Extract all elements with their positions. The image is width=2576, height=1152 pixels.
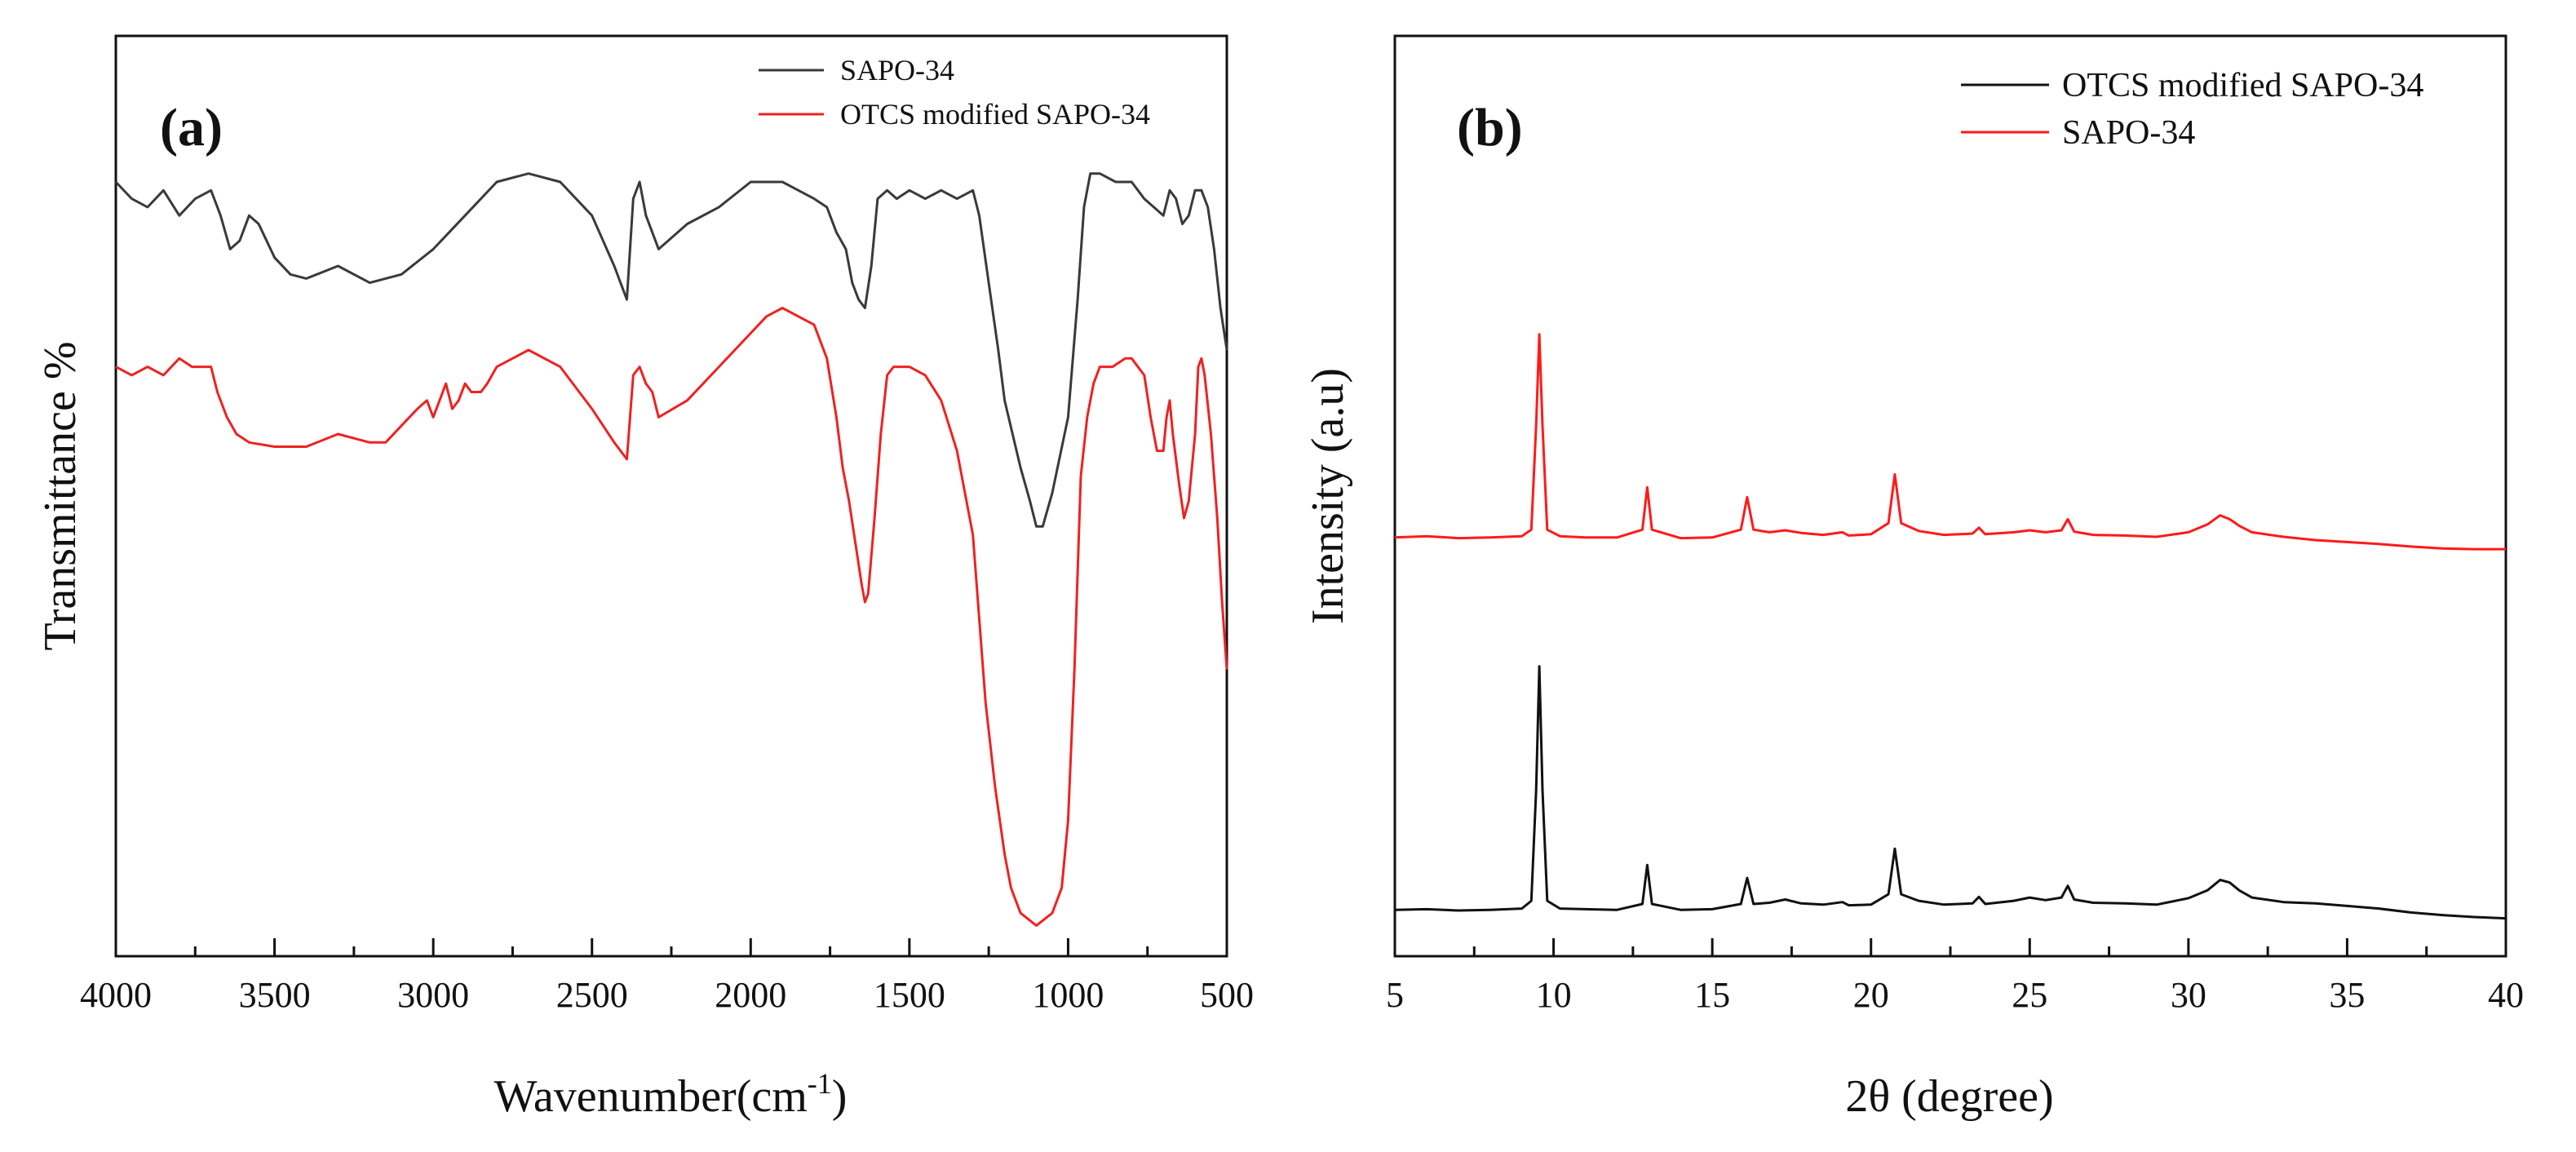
x-tick-label: 500 [1200, 975, 1254, 1015]
x-tick-label: 1500 [874, 975, 945, 1015]
panel-b-legend: OTCS modified SAPO-34 SAPO-34 [1961, 67, 2423, 152]
x-tick-label: 4000 [80, 975, 152, 1015]
panel-a-legend: SAPO-34 OTCS modified SAPO-34 [759, 54, 1150, 131]
x-tick-label: 5 [1386, 975, 1404, 1015]
panel-a-x-ticks [114, 938, 1228, 956]
x-tick-label: 20 [1853, 975, 1889, 1015]
panel-a-y-axis-label: Transmittance % [35, 342, 86, 651]
x-tick-label: 40 [2488, 975, 2524, 1015]
panel-b-x-tick-labels: 5 10 15 20 25 30 35 40 [1386, 975, 2524, 1015]
panel-b-x-ticks [1393, 938, 2507, 956]
x-tick-label: 10 [1536, 975, 1572, 1015]
panel-a-x-axis-label: Wavenumber(cm-1) [494, 1067, 848, 1122]
panel-a-label: (a) [160, 98, 223, 157]
panel-b-label: (b) [1457, 98, 1523, 157]
panel-b-series [1394, 333, 2507, 920]
x-tick-label: 3500 [239, 975, 311, 1015]
legend-label-otcs-b: OTCS modified SAPO-34 [2062, 67, 2423, 104]
series-line-otcs-modified-sapo-34 [115, 307, 1228, 927]
panel-a-x-tick-labels: 4000 3500 3000 2500 2000 1500 1000 500 [80, 975, 1254, 1015]
panel-a-series [114, 172, 1228, 927]
x-tick-label: 30 [2171, 975, 2206, 1015]
panel-b-y-axis-label: Intensity (a.u) [1303, 368, 1353, 624]
x-tick-label: 15 [1694, 975, 1730, 1015]
x-tick-label: 2500 [556, 975, 628, 1015]
x-tick-label: 2000 [715, 975, 786, 1015]
legend-label-sapo34: SAPO-34 [840, 54, 954, 86]
legend-label-sapo34-b: SAPO-34 [2062, 114, 2195, 152]
panel-b-xrd-chart: 5 10 15 20 25 30 35 40 (b) OTCS modified SAPO-3… [1303, 34, 2524, 1122]
x-tick-label: 1000 [1032, 975, 1104, 1015]
x-tick-label: 35 [2329, 975, 2365, 1015]
panel-b-x-axis-label: 2θ (degree) [1845, 1071, 2053, 1122]
legend-label-otcs: OTCS modified SAPO-34 [840, 98, 1150, 131]
series-line-otcs-modified-sapo-34 [1394, 665, 2507, 920]
series-line-sapo-34 [1394, 333, 2506, 551]
panel-a-ftir-chart: 4000 3500 3000 2500 2000 1500 1000 500 (a) SAPO… [35, 34, 1254, 1122]
x-tick-label: 3000 [397, 975, 469, 1015]
x-tick-label: 25 [2012, 975, 2047, 1015]
series-line-sapo-34 [114, 172, 1228, 528]
